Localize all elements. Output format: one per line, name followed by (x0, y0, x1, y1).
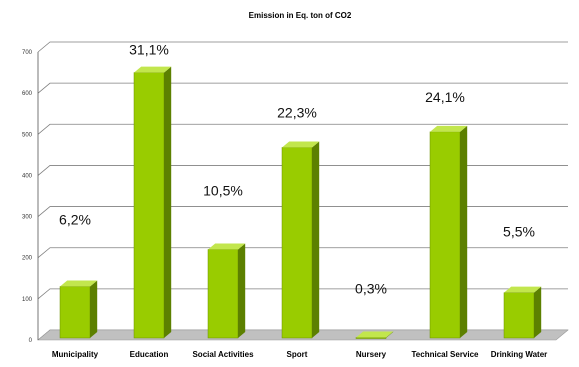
bar-top (430, 125, 468, 132)
bar (207, 249, 239, 339)
grid-line (37, 247, 568, 259)
bar (133, 72, 165, 339)
bar-top (356, 331, 394, 338)
data-labels: 6,2% 31,1% 10,5% 22,3% 0,3% 24,1% 5,5% (59, 42, 535, 297)
bar-side (460, 125, 468, 339)
y-tick-label: 500 (22, 132, 33, 138)
bar-top (134, 66, 172, 73)
bar (281, 147, 313, 339)
bar-top (504, 286, 542, 293)
data-label: 10,5% (203, 182, 243, 198)
bar-side (90, 280, 98, 338)
data-label: 24,1% (425, 89, 465, 105)
grid-line (37, 82, 568, 94)
y-tick-label: 400 (22, 173, 33, 179)
bar-side (238, 243, 246, 338)
y-tick-label: 300 (22, 215, 33, 221)
category-labels: Municipality Education Social Activities Sp… (52, 350, 547, 359)
category-label: Sport (287, 350, 308, 359)
bar-top (282, 141, 320, 148)
y-tick-label: 700 (22, 50, 33, 56)
category-label: Municipality (52, 350, 99, 359)
grid-line (37, 123, 568, 135)
bar-top (208, 243, 246, 250)
chart-title: Emission in Eq. ton of CO2 (249, 11, 352, 20)
bar (59, 286, 91, 339)
bar (355, 337, 387, 339)
grid-line (37, 206, 568, 217)
grid-line (37, 288, 568, 300)
bar (429, 131, 461, 339)
grid-lines (37, 41, 568, 341)
data-label: 5,5% (503, 224, 535, 240)
bar-side (164, 66, 172, 339)
category-label: Social Activities (192, 350, 254, 359)
category-label: Education (130, 350, 169, 359)
data-label: 6,2% (59, 212, 91, 228)
bar (503, 292, 535, 339)
data-label: 31,1% (129, 42, 169, 58)
data-label: 22,3% (277, 104, 317, 120)
y-tick-label: 0 (29, 338, 33, 344)
bars (59, 66, 542, 339)
category-label: Technical Service (412, 350, 480, 359)
bar-side (312, 141, 320, 338)
y-tick-labels: 0 100 200 300 400 500 600 700 (22, 50, 33, 344)
bar-side (386, 331, 394, 338)
bar-top (60, 280, 98, 287)
grid-line (37, 165, 568, 176)
category-label: Drinking Water (491, 350, 548, 359)
data-label: 0,3% (355, 281, 387, 297)
bar-side (534, 286, 542, 338)
category-label: Nursery (356, 350, 387, 359)
grid-line (37, 41, 568, 53)
y-tick-label: 600 (22, 91, 33, 97)
y-tick-label: 200 (22, 256, 33, 262)
y-tick-label: 100 (22, 297, 33, 303)
